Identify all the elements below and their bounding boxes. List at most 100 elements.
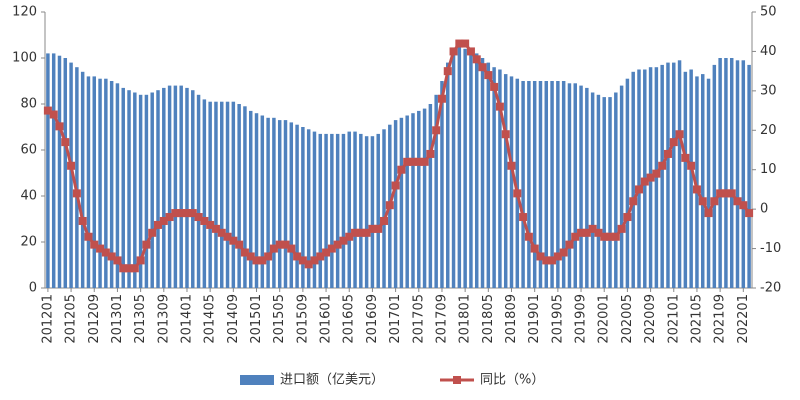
line-marker bbox=[408, 157, 417, 166]
line-marker bbox=[84, 232, 93, 241]
line-marker bbox=[339, 236, 348, 245]
line-marker bbox=[240, 248, 249, 257]
x-tick-label: 201505 bbox=[272, 294, 287, 344]
bar bbox=[695, 76, 699, 289]
bar bbox=[248, 110, 253, 289]
line-marker bbox=[223, 232, 232, 241]
line-marker bbox=[130, 264, 139, 273]
bar bbox=[532, 81, 537, 288]
x-tick-label: 201509 bbox=[295, 294, 310, 344]
x-tick-label: 201809 bbox=[504, 294, 519, 344]
line-marker bbox=[119, 264, 128, 273]
bar bbox=[729, 58, 734, 288]
bar bbox=[254, 113, 259, 288]
bar bbox=[347, 131, 351, 288]
line-marker bbox=[530, 244, 539, 253]
bar bbox=[492, 67, 496, 288]
bar bbox=[98, 78, 102, 288]
line-marker bbox=[96, 244, 105, 253]
line-marker bbox=[142, 240, 151, 249]
bar bbox=[138, 94, 143, 288]
line-marker bbox=[55, 122, 64, 131]
bar bbox=[527, 81, 531, 288]
x-tick-label: 202201 bbox=[736, 294, 751, 344]
bar bbox=[80, 71, 85, 288]
bar bbox=[596, 94, 601, 288]
line-marker bbox=[264, 252, 273, 261]
x-tick-label: 201405 bbox=[203, 294, 218, 344]
bar bbox=[283, 120, 288, 288]
bar bbox=[561, 81, 566, 288]
legend-label: 进口额（亿美元） bbox=[280, 373, 384, 388]
x-tick-label: 202001 bbox=[597, 294, 612, 344]
bar bbox=[57, 55, 62, 289]
bar bbox=[191, 90, 195, 288]
x-tick-label: 201609 bbox=[365, 294, 380, 344]
line-marker bbox=[159, 216, 168, 225]
x-tick-label: 201705 bbox=[411, 294, 426, 344]
bar bbox=[173, 85, 178, 288]
bar bbox=[260, 115, 265, 288]
x-tick-label: 201205 bbox=[64, 294, 79, 344]
line-marker bbox=[600, 232, 609, 241]
bar bbox=[498, 69, 502, 288]
bar bbox=[602, 97, 606, 288]
line-marker bbox=[391, 181, 400, 190]
line-marker bbox=[739, 201, 748, 210]
line-marker bbox=[310, 256, 319, 265]
line-marker bbox=[113, 256, 122, 265]
line-marker bbox=[577, 228, 586, 237]
bar bbox=[109, 81, 114, 288]
line-marker bbox=[345, 232, 354, 241]
bar bbox=[295, 124, 299, 288]
line-marker bbox=[246, 252, 255, 261]
line-marker bbox=[61, 138, 70, 147]
bar bbox=[417, 110, 421, 289]
line-marker bbox=[165, 213, 174, 222]
bar bbox=[364, 136, 369, 288]
line-marker bbox=[571, 232, 580, 241]
line-marker bbox=[745, 209, 754, 218]
line-marker bbox=[385, 201, 394, 210]
x-tick-label: 202105 bbox=[689, 294, 704, 344]
line-marker bbox=[362, 228, 371, 237]
x-tick-label: 202109 bbox=[713, 294, 728, 344]
bar bbox=[220, 101, 224, 288]
bar bbox=[156, 90, 160, 288]
y2-tick-label: 20 bbox=[760, 123, 777, 138]
line-marker bbox=[90, 240, 99, 249]
bar bbox=[144, 94, 149, 288]
bar bbox=[63, 58, 68, 288]
line-marker bbox=[177, 209, 186, 218]
line-marker bbox=[559, 248, 568, 257]
bar bbox=[393, 120, 398, 288]
line-marker bbox=[374, 224, 383, 233]
bar bbox=[243, 106, 247, 288]
bar bbox=[167, 85, 172, 288]
bar bbox=[289, 122, 294, 289]
bar bbox=[133, 92, 137, 288]
y-tick-label: 80 bbox=[20, 97, 37, 112]
bar bbox=[550, 81, 554, 288]
bar bbox=[440, 81, 444, 288]
y2-tick-label: 50 bbox=[760, 5, 777, 20]
bar bbox=[631, 71, 635, 288]
bar bbox=[115, 83, 120, 288]
line-marker bbox=[368, 224, 377, 233]
line-marker bbox=[148, 228, 157, 237]
bar bbox=[370, 136, 375, 288]
bar bbox=[341, 133, 346, 288]
bar bbox=[266, 117, 270, 288]
x-tick-label: 201709 bbox=[434, 294, 449, 344]
line-marker bbox=[194, 213, 203, 222]
bar bbox=[411, 113, 415, 288]
bar bbox=[579, 85, 583, 288]
bar bbox=[590, 92, 595, 288]
line-marker bbox=[634, 185, 643, 194]
x-tick-label: 201601 bbox=[319, 294, 334, 344]
line-marker bbox=[495, 102, 504, 111]
line-marker bbox=[351, 228, 360, 237]
line-marker bbox=[646, 173, 655, 182]
legend-swatch bbox=[453, 376, 461, 384]
